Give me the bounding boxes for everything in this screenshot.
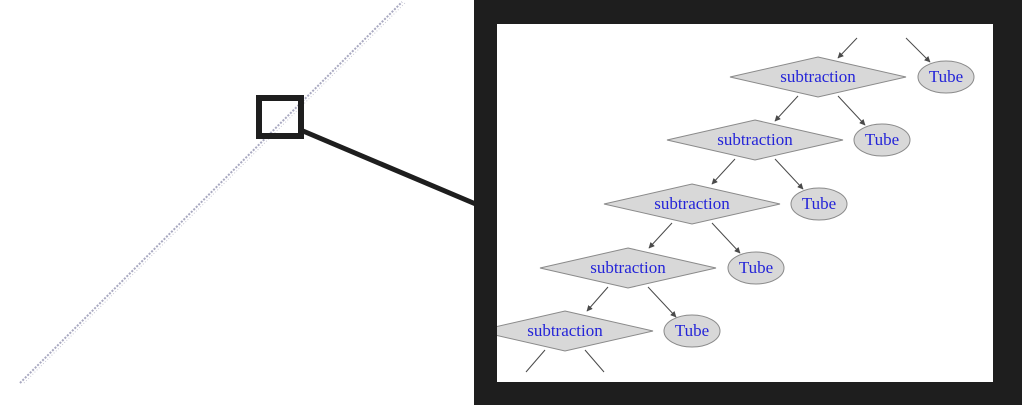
edge (774, 95, 799, 122)
edge (586, 286, 609, 312)
overview-tree-line (19, 1, 403, 384)
edge (837, 95, 866, 126)
node-label: subtraction (717, 130, 793, 149)
zoom-connector-line (302, 128, 479, 208)
node-label: subtraction (654, 194, 730, 213)
node-label: subtraction (590, 258, 666, 277)
node-label: Tube (929, 67, 963, 86)
subtraction-node: subtraction (603, 183, 781, 225)
subtraction-node: subtraction (666, 119, 844, 161)
overview-tree-line-shadow (23, 2, 406, 384)
zoom-selection-box (256, 95, 304, 139)
node-label: Tube (739, 258, 773, 277)
edge (648, 222, 673, 249)
edge (711, 158, 736, 185)
zoom-panel-content: subtraction Tube subtraction Tube subtra… (497, 37, 975, 373)
tube-node: Tube (663, 314, 721, 348)
edge (711, 222, 741, 254)
node-label: Tube (675, 321, 709, 340)
edge (837, 37, 858, 59)
subtraction-node: subtraction (729, 56, 907, 98)
edge (525, 349, 546, 373)
tube-node: Tube (790, 187, 848, 221)
node-label: Tube (802, 194, 836, 213)
overview-tree (19, 1, 406, 384)
subtraction-node: subtraction (497, 310, 654, 352)
edge (647, 286, 677, 318)
node-label: subtraction (780, 67, 856, 86)
node-label: Tube (865, 130, 899, 149)
tube-node: Tube (917, 60, 975, 94)
subtraction-node: subtraction (539, 247, 717, 289)
edge (584, 349, 605, 373)
tube-node: Tube (727, 251, 785, 285)
edge (774, 158, 804, 190)
edges (525, 37, 931, 373)
node-label: subtraction (527, 321, 603, 340)
edge (905, 37, 931, 63)
tube-node: Tube (853, 123, 911, 157)
